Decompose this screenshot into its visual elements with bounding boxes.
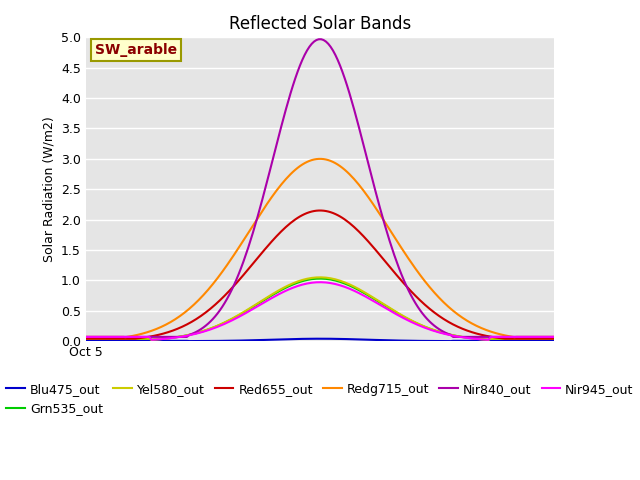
Grn535_out [169, 335, 177, 341]
Red655_out [315, 208, 323, 214]
Nir945_out [315, 279, 323, 285]
Blu475_out [315, 336, 323, 342]
Yel580_out [82, 336, 90, 342]
Grn535_out [315, 276, 323, 281]
Nir840_out [550, 334, 558, 340]
Blu475_out [550, 338, 558, 344]
Grn535_out [100, 336, 108, 342]
Blu475_out [82, 338, 90, 344]
Yel580_out [484, 337, 492, 343]
Nir945_out [207, 326, 214, 332]
Nir945_out [515, 334, 523, 340]
Redg715_out [82, 334, 90, 340]
Nir840_out [110, 334, 118, 340]
Nir840_out [529, 334, 537, 340]
Red655_out [100, 336, 108, 342]
Legend: Blu475_out, Grn535_out, Yel580_out, Red655_out, Redg715_out, Nir840_out, Nir945_: Blu475_out, Grn535_out, Yel580_out, Red6… [1, 378, 639, 420]
Yel580_out [515, 336, 523, 342]
Nir840_out [315, 36, 323, 42]
Nir840_out [82, 334, 90, 340]
Blu475_out [100, 338, 108, 344]
Red655_out [550, 336, 558, 342]
Redg715_out [532, 334, 540, 340]
Grn535_out [207, 326, 214, 332]
Line: Blu475_out: Blu475_out [86, 339, 554, 341]
Redg715_out [550, 334, 558, 340]
Grn535_out [515, 336, 523, 342]
Text: SW_arable: SW_arable [95, 43, 177, 57]
Line: Yel580_out: Yel580_out [86, 277, 554, 340]
Blu475_out [169, 338, 177, 344]
Line: Redg715_out: Redg715_out [86, 159, 554, 337]
Nir840_out [513, 334, 520, 340]
Redg715_out [209, 281, 217, 287]
Yel580_out [532, 336, 540, 342]
Line: Grn535_out: Grn535_out [86, 278, 554, 340]
Grn535_out [484, 337, 492, 343]
Blu475_out [110, 338, 118, 344]
Line: Nir945_out: Nir945_out [86, 282, 554, 340]
Red655_out [110, 336, 118, 342]
Title: Reflected Solar Bands: Reflected Solar Bands [229, 15, 411, 33]
Yel580_out [169, 335, 177, 341]
Redg715_out [122, 334, 129, 340]
Line: Red655_out: Red655_out [86, 211, 554, 339]
Line: Nir840_out: Nir840_out [86, 39, 554, 337]
Redg715_out [315, 156, 323, 162]
Redg715_out [100, 334, 108, 340]
Nir840_out [100, 334, 108, 340]
Y-axis label: Solar Radiation (W/m2): Solar Radiation (W/m2) [42, 116, 55, 262]
Yel580_out [315, 275, 323, 280]
Grn535_out [82, 336, 90, 342]
Nir945_out [110, 334, 118, 340]
Red655_out [529, 336, 537, 342]
Grn535_out [532, 336, 540, 342]
Yel580_out [110, 336, 118, 342]
Nir840_out [207, 319, 214, 324]
Yel580_out [100, 336, 108, 342]
Nir945_out [169, 335, 177, 341]
Nir945_out [100, 334, 108, 340]
Blu475_out [447, 338, 454, 344]
Red655_out [82, 336, 90, 342]
Grn535_out [550, 336, 558, 342]
Blu475_out [515, 338, 523, 344]
Nir945_out [532, 334, 540, 340]
Blu475_out [532, 338, 540, 344]
Nir945_out [550, 334, 558, 340]
Red655_out [169, 328, 177, 334]
Nir945_out [82, 334, 90, 340]
Nir840_out [169, 334, 177, 340]
Grn535_out [110, 336, 118, 342]
Blu475_out [207, 338, 214, 344]
Redg715_out [515, 334, 523, 340]
Red655_out [513, 336, 520, 342]
Red655_out [207, 306, 214, 312]
Redg715_out [172, 316, 179, 322]
Nir945_out [484, 337, 492, 343]
Yel580_out [550, 336, 558, 342]
Redg715_out [110, 334, 118, 340]
Yel580_out [207, 325, 214, 331]
